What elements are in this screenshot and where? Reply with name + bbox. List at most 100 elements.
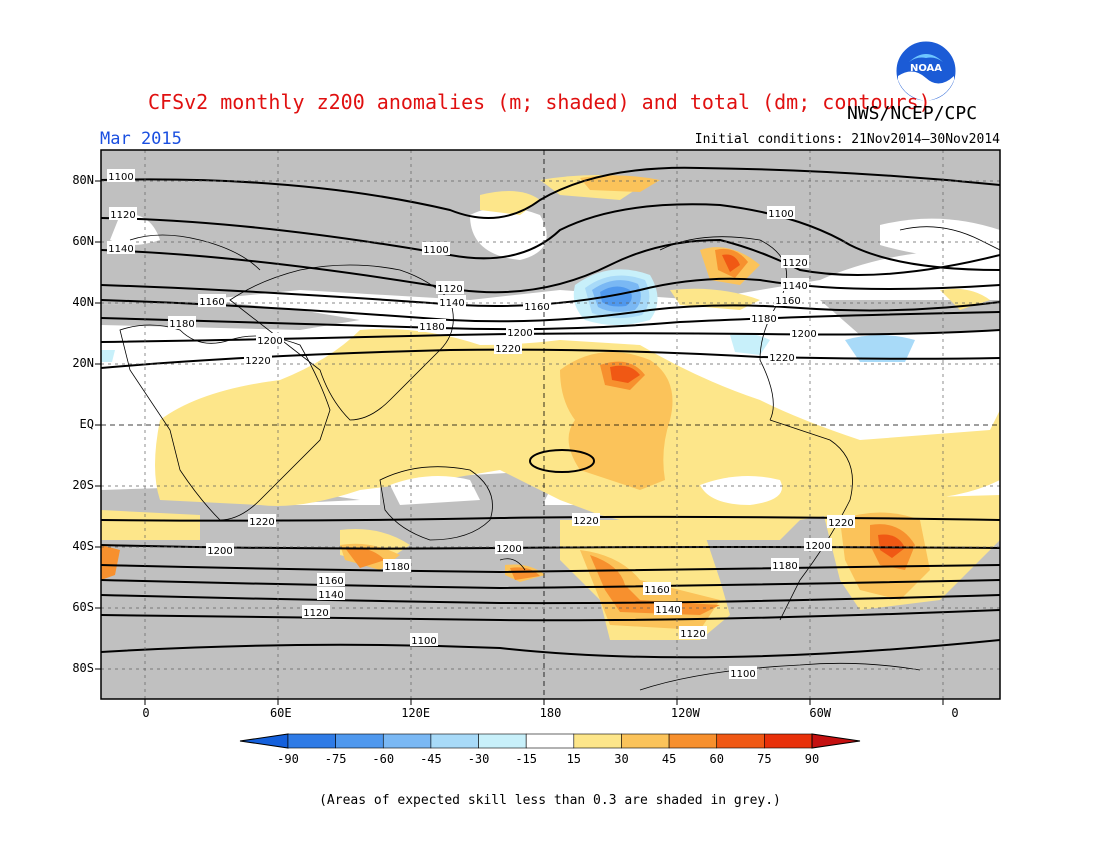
svg-text:1100: 1100 xyxy=(423,245,448,256)
contour-label: 1220 xyxy=(244,353,272,367)
svg-text:1100: 1100 xyxy=(411,636,436,647)
colorbar-label: -90 xyxy=(277,752,299,766)
contour-label: 1160 xyxy=(643,582,671,596)
svg-text:1160: 1160 xyxy=(318,576,343,587)
contour-label: 1120 xyxy=(109,207,137,221)
svg-text:1220: 1220 xyxy=(245,356,270,367)
contour-label: 1180 xyxy=(771,558,799,572)
lat-label: 80S xyxy=(72,660,94,675)
svg-text:1140: 1140 xyxy=(439,298,464,309)
svg-text:1200: 1200 xyxy=(507,328,532,339)
contour-label: 1160 xyxy=(317,573,345,587)
svg-text:1160: 1160 xyxy=(524,302,549,313)
valid-month: Mar 2015 xyxy=(100,129,182,149)
contour-label: 1140 xyxy=(107,241,135,255)
contour-label: 1220 xyxy=(572,513,600,527)
colorbar-label: -30 xyxy=(467,752,490,766)
svg-text:1100: 1100 xyxy=(108,172,133,183)
colorbar-segment xyxy=(335,733,384,749)
colorbar-segment xyxy=(430,733,479,749)
equator-and-dateline xyxy=(101,150,1000,699)
svg-text:1100: 1100 xyxy=(730,669,755,680)
chart-title: CFSv2 monthly z200 anomalies (m; shaded)… xyxy=(148,90,931,114)
contour-label: 1100 xyxy=(422,242,450,256)
colorbar-label: 60 xyxy=(709,752,724,766)
lat-label: 60N xyxy=(72,233,94,248)
lon-label: 0 xyxy=(142,706,150,720)
svg-text:1180: 1180 xyxy=(751,314,776,325)
svg-text:1220: 1220 xyxy=(249,517,274,528)
lat-label: EQ xyxy=(79,416,94,431)
contour-label: 1140 xyxy=(438,295,466,309)
svg-text:1220: 1220 xyxy=(769,353,794,364)
svg-text:1220: 1220 xyxy=(828,518,853,529)
lat-label: 20S xyxy=(72,477,94,492)
svg-text:1180: 1180 xyxy=(169,319,194,330)
svg-text:1140: 1140 xyxy=(782,281,807,292)
colorbar-arrow-high xyxy=(811,733,861,749)
colorbar-segment xyxy=(382,733,432,749)
lon-label: 120E xyxy=(401,706,431,720)
colorbar-label: 75 xyxy=(757,752,772,766)
colorbar-label: -45 xyxy=(420,752,442,766)
svg-text:1120: 1120 xyxy=(782,258,807,269)
neutral-white-holes xyxy=(390,476,782,505)
colorbar-label: -15 xyxy=(515,752,538,766)
colorbar-segment xyxy=(621,733,670,749)
contour-label: 1180 xyxy=(168,316,196,330)
contour-label: 1100 xyxy=(767,206,795,220)
contour-label: 1200 xyxy=(495,541,523,555)
colorbar-label: -75 xyxy=(324,752,347,766)
svg-text:1140: 1140 xyxy=(655,605,680,616)
lon-label: 60E xyxy=(269,706,292,720)
lat-label: 40N xyxy=(72,294,94,309)
svg-text:1120: 1120 xyxy=(303,608,328,619)
svg-text:1180: 1180 xyxy=(772,561,797,572)
svg-text:1160: 1160 xyxy=(775,296,800,307)
initial-conditions: Initial conditions: 21Nov2014–30Nov2014 xyxy=(694,132,1000,147)
contour-label: 1220 xyxy=(768,350,796,364)
footnote: (Areas of expected skill less than 0.3 a… xyxy=(319,793,781,808)
noaa-logo-text: NOAA xyxy=(910,63,942,74)
svg-text:1200: 1200 xyxy=(207,546,232,557)
contour-label: 1140 xyxy=(781,278,809,292)
contour-label: 1120 xyxy=(679,626,707,640)
colorbar-segment xyxy=(716,733,765,749)
colorbar-segment xyxy=(478,733,527,749)
contour-label: 1180 xyxy=(750,311,778,325)
svg-text:1120: 1120 xyxy=(680,629,705,640)
contour-label: 1160 xyxy=(523,299,551,313)
contour-label: 1200 xyxy=(256,333,284,347)
contour-label: 1160 xyxy=(774,293,802,307)
lat-label: 40S xyxy=(72,538,94,553)
contour-label: 1180 xyxy=(383,559,411,573)
contour-label: 1220 xyxy=(248,514,276,528)
contour-label: 1200 xyxy=(790,326,818,340)
contour-label: 1220 xyxy=(494,341,522,355)
svg-text:1120: 1120 xyxy=(110,210,135,221)
svg-text:1220: 1220 xyxy=(573,516,598,527)
positive-anomaly-60-75 xyxy=(610,254,905,558)
svg-text:1160: 1160 xyxy=(644,585,669,596)
colorbar-label: 90 xyxy=(804,752,820,766)
contour-label: 1140 xyxy=(317,587,345,601)
contour-label: 1180 xyxy=(418,319,446,333)
axis-ticks xyxy=(95,180,944,705)
contour-labels: 1100 1120 1140 1160 1180 1200 1220 1100 1120 1140… xyxy=(107,169,855,680)
svg-text:1100: 1100 xyxy=(768,209,793,220)
negative-anomaly-regions xyxy=(101,269,915,362)
contour-label: 1100 xyxy=(107,169,135,183)
contour-label: 1140 xyxy=(654,602,682,616)
svg-text:1200: 1200 xyxy=(496,544,521,555)
lon-label: 60W xyxy=(809,706,832,720)
contour-label: 1120 xyxy=(781,255,809,269)
neutral-white-regions xyxy=(110,207,1000,260)
lon-label: 180 xyxy=(539,706,562,720)
colorbar-segment xyxy=(573,733,622,749)
colorbar-segment xyxy=(287,733,336,749)
lon-label: 0 xyxy=(951,706,959,720)
svg-text:1220: 1220 xyxy=(495,344,520,355)
svg-text:1140: 1140 xyxy=(318,590,343,601)
svg-text:1180: 1180 xyxy=(419,322,444,333)
